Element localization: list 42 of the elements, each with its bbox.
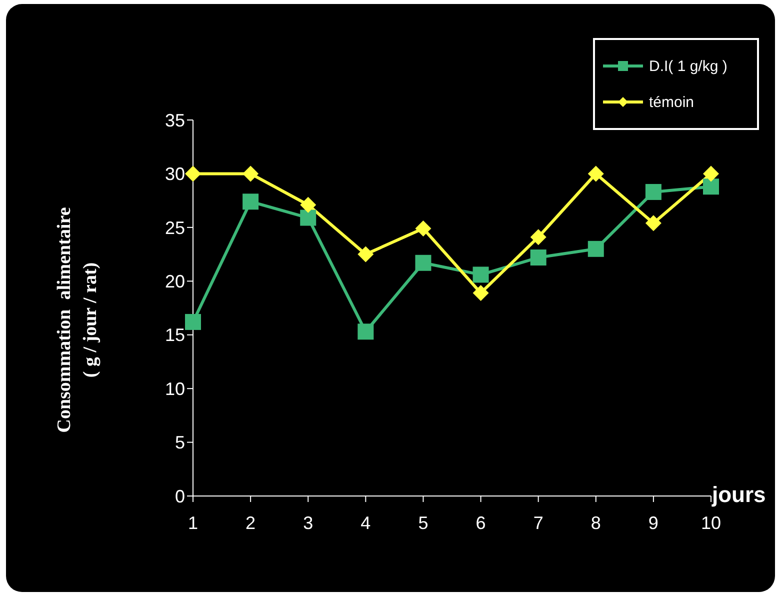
point xyxy=(645,184,662,200)
point xyxy=(300,210,316,226)
point xyxy=(185,314,201,330)
point xyxy=(300,196,316,213)
y-axis-title: Consommation alimentaire ( g / jour / rat) xyxy=(54,207,101,433)
x-tick-label: 6 xyxy=(476,512,486,533)
y-tick-label: 35 xyxy=(164,110,185,130)
y-tick-label: 15 xyxy=(164,325,185,346)
x-tick-label: 2 xyxy=(246,512,256,533)
x-axis-title: jours xyxy=(711,482,766,507)
point xyxy=(588,166,604,182)
point xyxy=(242,166,259,182)
point xyxy=(703,178,719,195)
x-tick-label: 5 xyxy=(418,512,428,533)
x-tick-label: 8 xyxy=(590,512,601,533)
point xyxy=(242,194,259,210)
point xyxy=(358,246,374,262)
point xyxy=(530,229,546,246)
point xyxy=(415,254,432,271)
y-tick-label: 0 xyxy=(174,486,185,506)
x-tick-label: 7 xyxy=(533,512,544,533)
point xyxy=(415,220,432,237)
x-tick-label: 4 xyxy=(360,512,371,533)
legend-label: D.I( 1 g/kg ) xyxy=(649,58,728,74)
legend-label: témoin xyxy=(649,94,694,110)
point xyxy=(645,215,662,232)
point xyxy=(185,166,201,182)
x-tick-label: 1 xyxy=(188,512,198,533)
y-tick-label: 10 xyxy=(164,378,185,399)
y-tick-label: 30 xyxy=(164,164,185,184)
x-tick-label: 3 xyxy=(303,512,314,533)
point xyxy=(588,240,604,257)
point xyxy=(530,250,546,266)
point xyxy=(358,324,374,340)
point xyxy=(472,266,489,283)
y-tick-label: 25 xyxy=(164,218,185,238)
point xyxy=(472,284,489,301)
point xyxy=(703,166,719,182)
y-tick-label: 5 xyxy=(174,432,185,453)
y-tick-label: 20 xyxy=(164,272,185,292)
x-tick-label: 9 xyxy=(648,512,658,533)
x-tick-label: 10 xyxy=(700,512,722,533)
